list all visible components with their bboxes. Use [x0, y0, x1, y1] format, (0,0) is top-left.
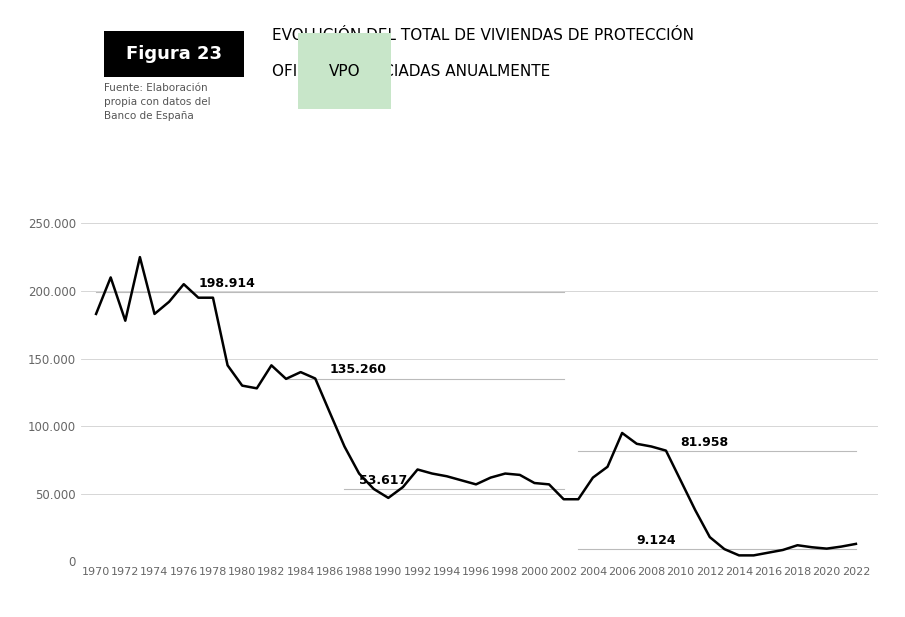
- Text: Fuente: Elaboración
propia con datos del
Banco de España: Fuente: Elaboración propia con datos del…: [104, 83, 211, 122]
- Text: 135.260: 135.260: [329, 363, 386, 376]
- Text: 9.124: 9.124: [637, 534, 676, 547]
- Text: EVOLUCIÓN DEL TOTAL DE VIVIENDAS DE PROTECCIÓN: EVOLUCIÓN DEL TOTAL DE VIVIENDAS DE PROT…: [272, 28, 693, 43]
- Text: VPO: VPO: [329, 64, 360, 78]
- Text: Figura 23: Figura 23: [126, 45, 223, 63]
- Text: 81.958: 81.958: [681, 436, 729, 449]
- Text: 198.914: 198.914: [198, 277, 255, 290]
- Text: INICIADAS ANUALMENTE: INICIADAS ANUALMENTE: [358, 64, 550, 78]
- Text: OFICIAL: OFICIAL: [272, 64, 336, 78]
- Text: 53.617: 53.617: [359, 474, 407, 487]
- FancyBboxPatch shape: [104, 31, 244, 77]
